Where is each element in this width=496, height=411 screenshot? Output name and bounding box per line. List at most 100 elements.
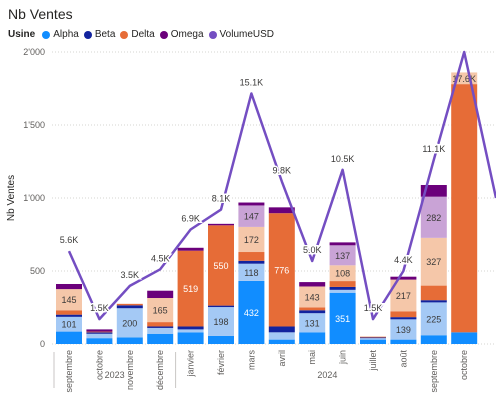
x-tick-label: septembre: [429, 350, 439, 393]
bar-segment[interactable]: [299, 332, 326, 344]
bar-segment[interactable]: [299, 282, 326, 287]
bar-data-label: 139: [396, 325, 411, 335]
x-tick-label: août: [398, 350, 408, 368]
x-tick-label: janvier: [186, 350, 196, 378]
bar-segment[interactable]: [390, 311, 417, 318]
bar-segment[interactable]: [420, 185, 447, 197]
bar-data-label: 101: [61, 320, 76, 330]
bar-segment[interactable]: [268, 207, 295, 214]
bar-segment[interactable]: [360, 336, 386, 338]
bar-segment[interactable]: [299, 307, 326, 311]
bar-segment[interactable]: [420, 302, 447, 336]
x-tick-label: mars: [246, 350, 256, 370]
x-tick-label: octobre: [459, 350, 469, 380]
legend-item-omega[interactable]: Omega: [159, 29, 204, 40]
bar-segment[interactable]: [420, 300, 447, 303]
bar-segment[interactable]: [208, 335, 234, 344]
bar-segment[interactable]: [238, 263, 265, 281]
x-tick-label: juillet: [368, 350, 378, 372]
bar-segment[interactable]: [208, 225, 234, 306]
bar-segment[interactable]: [360, 337, 386, 339]
bar-segment[interactable]: [268, 332, 295, 340]
bar-data-label: 327: [426, 257, 441, 267]
bar-segment[interactable]: [208, 223, 234, 226]
bar-segment[interactable]: [208, 307, 234, 336]
bar-segment[interactable]: [56, 283, 82, 290]
line-data-label: 1.5K: [90, 303, 109, 313]
bar-segment[interactable]: [147, 333, 174, 344]
bar-segment[interactable]: [86, 331, 113, 333]
bar-segment[interactable]: [86, 333, 113, 339]
chart-title: Nb Ventes: [8, 6, 73, 22]
bar-segment[interactable]: [420, 285, 447, 301]
bar-segment[interactable]: [268, 213, 295, 327]
bar-segment[interactable]: [147, 327, 174, 334]
bar-segment[interactable]: [268, 326, 295, 333]
bar-segment[interactable]: [116, 337, 143, 344]
bar-segment[interactable]: [238, 252, 265, 261]
bar-segment[interactable]: [56, 310, 82, 315]
bar-segment[interactable]: [299, 313, 326, 333]
bar-segment[interactable]: [238, 205, 265, 227]
bar-segment[interactable]: [420, 335, 447, 344]
bar-segment[interactable]: [329, 286, 356, 290]
bar-data-label: 131: [305, 318, 320, 328]
bar-segment[interactable]: [360, 339, 386, 344]
bar-segment[interactable]: [177, 332, 204, 344]
bar-segment[interactable]: [329, 245, 356, 266]
bar-segment[interactable]: [390, 317, 417, 320]
bar-segment[interactable]: [56, 316, 82, 332]
bar-segment[interactable]: [390, 319, 417, 340]
bar-segment[interactable]: [329, 289, 356, 293]
bar-segment[interactable]: [86, 332, 113, 334]
year-label: 2023: [105, 370, 125, 380]
bar-segment[interactable]: [360, 338, 386, 340]
bar-segment[interactable]: [420, 196, 447, 238]
bar-segment[interactable]: [147, 322, 174, 327]
legend-item-delta[interactable]: Delta: [120, 29, 155, 40]
bar-segment[interactable]: [329, 292, 356, 344]
bar-segment[interactable]: [238, 226, 265, 253]
bar-segment[interactable]: [451, 84, 478, 333]
bar-segment[interactable]: [86, 338, 113, 344]
legend-label: Omega: [170, 29, 204, 40]
bar-data-label: 147: [244, 212, 259, 222]
bar-segment[interactable]: [390, 276, 417, 280]
bar-segment[interactable]: [56, 331, 82, 344]
line-data-label: 9.8K: [273, 165, 292, 175]
x-tick-label: juin: [338, 350, 348, 365]
bar-segment[interactable]: [238, 260, 265, 264]
bar-segment[interactable]: [329, 265, 356, 282]
bar-segment[interactable]: [238, 202, 265, 206]
bar-segment[interactable]: [299, 286, 326, 308]
legend-dot-icon: [208, 30, 217, 39]
bar-segment[interactable]: [238, 280, 265, 344]
bar-segment[interactable]: [177, 326, 204, 330]
bar-segment[interactable]: [329, 281, 356, 287]
bar-segment[interactable]: [116, 305, 143, 309]
bar-segment[interactable]: [116, 303, 143, 306]
bar-segment[interactable]: [177, 247, 204, 251]
bar-segment[interactable]: [451, 72, 478, 85]
legend-item-volumeusd[interactable]: VolumeUSD: [208, 29, 274, 40]
bar-segment[interactable]: [177, 329, 204, 333]
line-data-label: 3.5K: [121, 270, 140, 280]
bar-segment[interactable]: [86, 329, 113, 332]
bar-segment[interactable]: [451, 332, 478, 344]
bar-segment[interactable]: [299, 310, 326, 314]
bar-segment[interactable]: [147, 326, 174, 328]
bar-segment[interactable]: [147, 298, 174, 323]
bar-segment[interactable]: [329, 242, 356, 246]
line-data-label: 5.6K: [60, 235, 79, 245]
bar-segment[interactable]: [420, 237, 447, 286]
bar-segment[interactable]: [147, 290, 174, 299]
bar-segment[interactable]: [56, 289, 82, 311]
legend-item-beta[interactable]: Beta: [83, 29, 115, 40]
legend-item-alpha[interactable]: Alpha: [42, 29, 79, 40]
bar-segment[interactable]: [390, 339, 417, 344]
bar-segment[interactable]: [268, 339, 295, 344]
bar-segment[interactable]: [56, 314, 82, 317]
bar-segment[interactable]: [116, 308, 143, 338]
bar-segment[interactable]: [208, 305, 234, 308]
bar-segment[interactable]: [177, 250, 204, 327]
